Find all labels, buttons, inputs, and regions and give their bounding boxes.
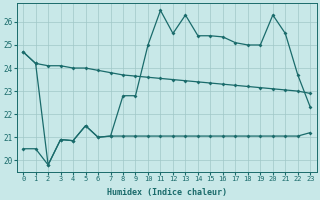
X-axis label: Humidex (Indice chaleur): Humidex (Indice chaleur) [107, 188, 227, 197]
